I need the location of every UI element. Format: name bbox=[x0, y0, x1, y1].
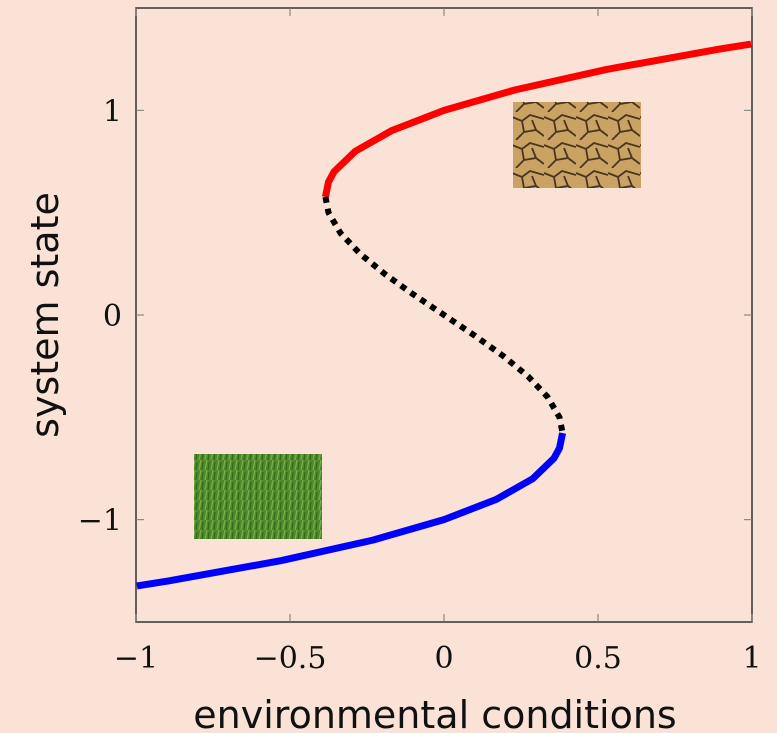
page: environmental conditions system state −1… bbox=[0, 0, 777, 733]
y-tick-label: 0 bbox=[103, 299, 122, 334]
y-tick-label: −1 bbox=[78, 504, 122, 539]
x-tick-label: −1 bbox=[114, 641, 158, 676]
dry-soil-image bbox=[513, 102, 641, 188]
grass-image bbox=[194, 454, 322, 539]
x-tick-label: 0 bbox=[434, 641, 453, 676]
x-tick-label: −0.5 bbox=[254, 641, 327, 676]
x-tick-label: 0.5 bbox=[574, 641, 622, 676]
y-tick-label: 1 bbox=[103, 94, 122, 129]
chart: environmental conditions system state −1… bbox=[0, 0, 777, 733]
x-tick-label: 1 bbox=[742, 641, 761, 676]
y-axis-label: system state bbox=[23, 192, 67, 438]
x-axis-label: environmental conditions bbox=[193, 693, 676, 733]
curve bbox=[325, 197, 562, 433]
